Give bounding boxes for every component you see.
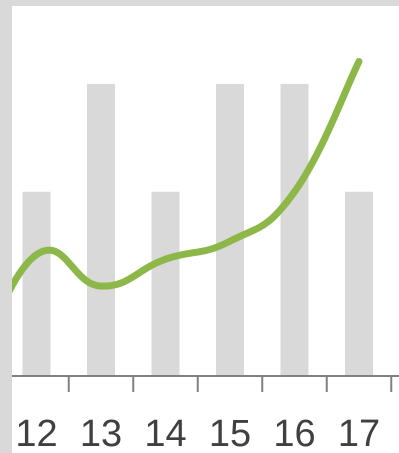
- line-series: [12, 57, 363, 294]
- x-tick-label-17: 17: [338, 413, 380, 453]
- x-tick-label-14: 14: [144, 413, 186, 453]
- bar-16: [280, 83, 309, 376]
- bar-15: [216, 83, 244, 376]
- x-tick-label-16: 16: [273, 413, 315, 453]
- bar-17: [345, 191, 373, 376]
- x-tick-label-15: 15: [209, 413, 251, 453]
- bar-12: [22, 191, 51, 376]
- plot-area: 11121314151617: [12, 6, 399, 453]
- combo-chart: 11121314151617: [12, 57, 399, 453]
- bar-13: [87, 83, 115, 376]
- x-tick-label-13: 13: [80, 413, 122, 453]
- x-tick-label-12: 12: [15, 413, 57, 453]
- bar-14: [151, 191, 180, 376]
